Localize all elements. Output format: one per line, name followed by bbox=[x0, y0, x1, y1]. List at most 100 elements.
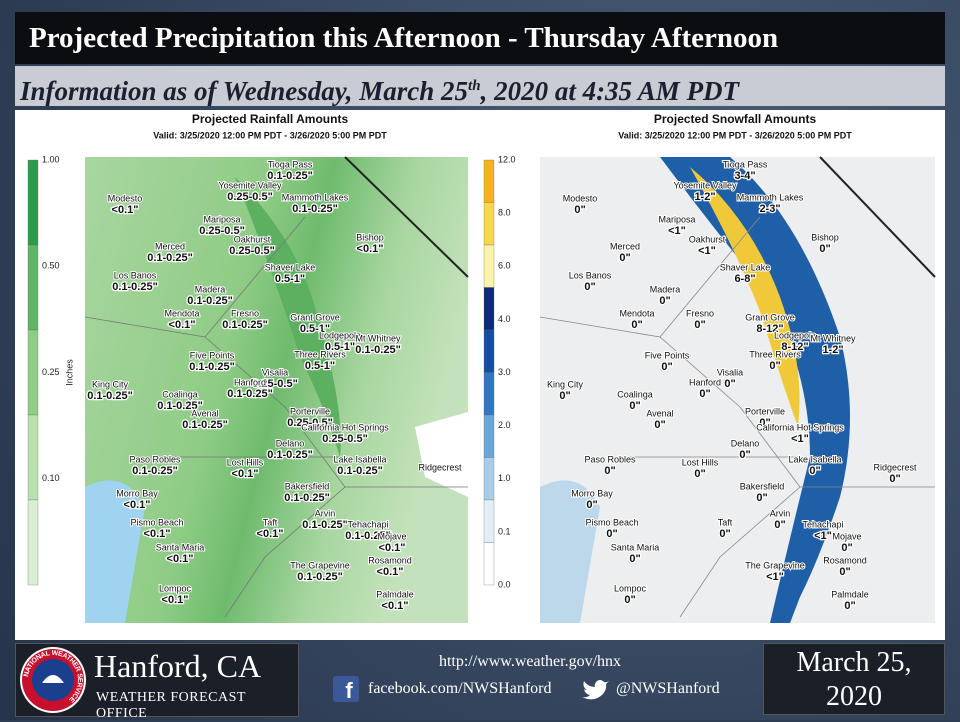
place-amount: 3-4" bbox=[734, 170, 755, 182]
place-amount: <0.1" bbox=[379, 542, 406, 554]
place-amount: 0.1-0.25" bbox=[267, 170, 313, 182]
place-name: Merced bbox=[155, 241, 185, 251]
place-amount: 0.25-0.5" bbox=[287, 417, 333, 429]
facebook: facebook.com/NWSHanford bbox=[368, 680, 552, 697]
place-amount: 0" bbox=[604, 465, 615, 477]
snow-band bbox=[660, 157, 850, 623]
place-name: Paso Robles bbox=[584, 454, 636, 464]
place-name: Avenal bbox=[646, 408, 673, 418]
colorbar-segment bbox=[27, 499, 39, 586]
place-name: Palmdale bbox=[831, 589, 869, 599]
twitter: @NWSHanford bbox=[616, 680, 720, 697]
place-name: Bakersfield bbox=[285, 481, 330, 491]
place-amount: 0.1-0.25" bbox=[147, 252, 193, 264]
place-name: California Hot Springs bbox=[756, 422, 844, 432]
place-name: King City bbox=[547, 379, 584, 389]
place-name: Taft bbox=[718, 517, 733, 527]
place-name: Shaver Lake bbox=[720, 262, 771, 272]
place-amount: 0" bbox=[694, 319, 705, 331]
place-name: Palmdale bbox=[376, 589, 414, 599]
state-line bbox=[344, 156, 469, 278]
subtitle: Information as of Wednesday, March 25th,… bbox=[15, 66, 945, 106]
place-name: Arvin bbox=[315, 508, 336, 518]
place-name: Avenal bbox=[191, 408, 218, 418]
place-name: Pismo Beach bbox=[585, 517, 638, 527]
footer: NATIONAL WEATHER SERVICE Hanford, CA WEA… bbox=[0, 640, 960, 721]
map-title: Projected Snowfall Amounts bbox=[654, 112, 817, 126]
place-name: Coalinga bbox=[617, 389, 653, 399]
place-amount: 0.1-0.25" bbox=[355, 344, 401, 356]
colorbar-segment bbox=[483, 244, 495, 288]
place-amount: <0.1" bbox=[162, 594, 189, 606]
place-amount: 0.25-0.5" bbox=[199, 225, 245, 237]
place-amount: <0.1" bbox=[382, 600, 409, 612]
date: March 25, 2020 bbox=[763, 643, 945, 715]
place-amount: 0.25-0.5" bbox=[227, 191, 273, 203]
place-amount: 0.1-0.25" bbox=[337, 465, 383, 477]
place-name: Los Banos bbox=[569, 270, 612, 280]
place-name: Bishop bbox=[356, 232, 384, 242]
place-name: King City bbox=[92, 379, 129, 389]
place-name: Fresno bbox=[686, 308, 714, 318]
place-amount: 8-12" bbox=[781, 341, 808, 353]
colorbar-label: 1.00 bbox=[42, 154, 60, 164]
place-amount: 0.1-0.25" bbox=[284, 492, 330, 504]
place-name: Bishop bbox=[811, 232, 839, 242]
colorbar-label: 0.10 bbox=[42, 473, 60, 483]
place-name: Coalinga bbox=[162, 389, 198, 399]
place-name: Mariposa bbox=[658, 214, 695, 224]
place-amount: 0" bbox=[889, 473, 900, 485]
place-amount: 0" bbox=[629, 553, 640, 565]
place-amount: 0.25-0.5" bbox=[252, 378, 298, 390]
subtitle-text: Information as of Wednesday, March 25 bbox=[20, 76, 469, 106]
place-name: Porterville bbox=[290, 406, 330, 416]
website: http://www.weather.gov/hnx bbox=[438, 653, 622, 670]
place-amount: 0.1-0.25" bbox=[187, 295, 233, 307]
place-amount: <0.1" bbox=[144, 528, 171, 540]
place-amount: 0.5-1" bbox=[305, 360, 335, 372]
place-amount: 0" bbox=[694, 468, 705, 480]
county-lines bbox=[539, 216, 935, 618]
place-amount: 0" bbox=[574, 204, 585, 216]
place-amount: 0" bbox=[699, 388, 710, 400]
place-name: The Grapevine bbox=[290, 560, 350, 570]
place-name: Madera bbox=[650, 284, 681, 294]
subtitle-sup: th bbox=[468, 78, 481, 94]
colorbar-label: 8.0 bbox=[498, 208, 511, 218]
colorbar-axis-label: Inches bbox=[64, 359, 74, 386]
place-amount: 0.1-0.25" bbox=[345, 530, 391, 542]
ocean bbox=[85, 480, 145, 623]
place-name: Paso Robles bbox=[129, 454, 181, 464]
place-amount: 0.1-0.25" bbox=[227, 388, 273, 400]
place-amount: 0" bbox=[819, 243, 830, 255]
colorbar-segment bbox=[483, 202, 495, 246]
place-name: Mendota bbox=[164, 308, 199, 318]
colorbar-segment bbox=[483, 414, 495, 458]
place-amount: 0" bbox=[619, 252, 630, 264]
place-name: Mojave bbox=[377, 531, 406, 541]
place-amount: 0.5-1" bbox=[275, 273, 305, 285]
place-name: Grant Grove bbox=[290, 312, 340, 322]
place-amount: 1-2" bbox=[694, 191, 715, 203]
place-name: Three Rivers bbox=[749, 349, 801, 359]
place-name: Lost Hills bbox=[682, 457, 719, 467]
colorbar-segment bbox=[483, 372, 495, 416]
place-amount: 0" bbox=[654, 419, 665, 431]
place-name: Yosemite Valley bbox=[218, 180, 282, 190]
colorbar-label: 0.25 bbox=[42, 367, 60, 377]
colorbar-label: 0.0 bbox=[498, 579, 511, 589]
state-line bbox=[819, 156, 936, 278]
place-name: Tioga Pass bbox=[268, 159, 313, 169]
colorbar-segment bbox=[483, 159, 495, 203]
place-name: The Grapevine bbox=[745, 560, 805, 570]
place-name: Fresno bbox=[231, 308, 259, 318]
place-name: Rosamond bbox=[368, 555, 412, 565]
place-name: Madera bbox=[195, 284, 226, 294]
place-amount: 0.25-0.5" bbox=[322, 433, 368, 445]
place-name: Pismo Beach bbox=[130, 517, 183, 527]
place-name: Los Banos bbox=[114, 270, 157, 280]
place-name: Modesto bbox=[108, 193, 143, 203]
place-name: Delano bbox=[731, 438, 760, 448]
